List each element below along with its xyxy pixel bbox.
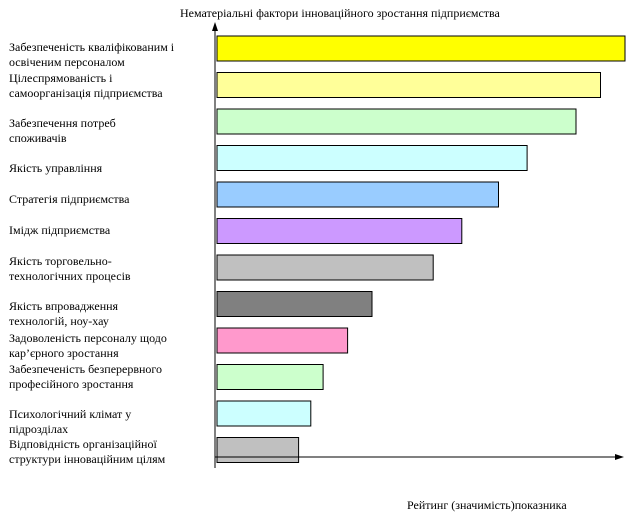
bar-3 [216, 108, 577, 135]
category-label-7: Якість торговельно- технологічних процес… [9, 254, 131, 283]
category-label-6: Імідж підприємства [9, 223, 111, 237]
bar-5 [216, 181, 499, 208]
category-label-5: Стратегія підприємства [9, 192, 130, 206]
bar-1 [216, 35, 626, 62]
category-label-2: Цілеспрямованість і самоорганізація підп… [9, 71, 163, 100]
bar-6 [216, 218, 463, 244]
x-axis-arrow [615, 454, 624, 460]
bar-12 [216, 437, 300, 463]
category-label-12: Відповідність організаційної структури і… [9, 437, 166, 466]
bar-7 [216, 254, 434, 281]
bar-4 [216, 145, 528, 171]
category-label-11: Психологічний клімат у підрозділах [9, 407, 132, 436]
category-label-8: Якість впровадження технологій, ноу-хау [9, 299, 119, 328]
category-label-10: Забезпеченість безперервного професійног… [9, 362, 163, 391]
bar-9 [216, 327, 349, 354]
bars-group [216, 35, 626, 463]
bar-11 [216, 400, 312, 427]
chart-title: Нематеріальні фактори інноваційного зрос… [180, 6, 500, 20]
y-axis-arrow [212, 22, 218, 31]
bar-8 [216, 291, 373, 317]
bar-2 [216, 72, 601, 98]
category-label-1: Забезпеченість кваліфікованим і освічени… [9, 40, 175, 69]
bar-10 [216, 364, 324, 390]
x-axis-label: Рейтинг (значимість)показника [407, 498, 567, 512]
category-label-4: Якість управління [9, 161, 103, 175]
category-label-9: Задоволеність персоналу щодо кар’єрного … [9, 331, 167, 360]
category-label-3: Забезпечення потреб споживачів [9, 116, 116, 145]
